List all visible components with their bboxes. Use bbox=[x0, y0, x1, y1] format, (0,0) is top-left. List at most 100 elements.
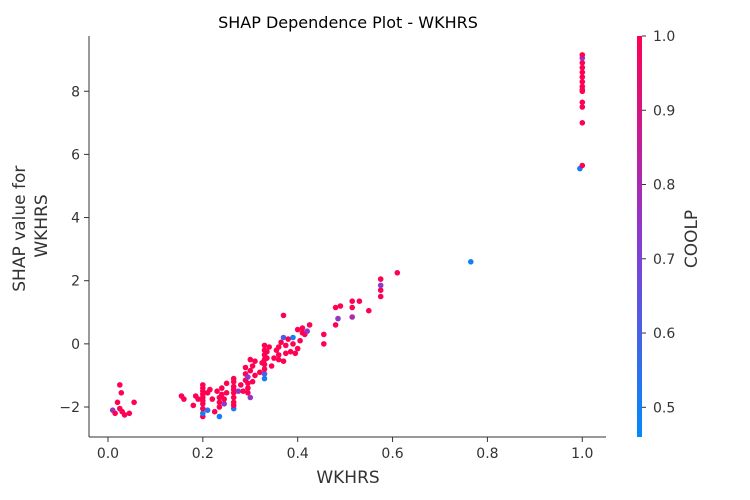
scatter-point bbox=[240, 388, 246, 395]
scatter-point bbox=[230, 399, 237, 406]
scatter-point bbox=[294, 326, 301, 333]
scatter-point bbox=[280, 334, 287, 341]
scatter-point bbox=[121, 412, 128, 418]
scatter-point bbox=[579, 104, 586, 110]
scatter-point bbox=[214, 388, 220, 395]
scatter-point bbox=[304, 328, 311, 335]
y-axis-title-line-2: WKHRS bbox=[32, 194, 52, 257]
scatter-point bbox=[261, 342, 268, 349]
scatter-point bbox=[349, 298, 356, 305]
scatter-point bbox=[275, 352, 282, 358]
scatter-point bbox=[247, 394, 254, 401]
scatter-point bbox=[394, 270, 401, 276]
y-axis-ticks: −2 0 2 4 6 8 bbox=[59, 84, 89, 416]
scatter-point bbox=[245, 385, 251, 391]
x-tick-label: 1.0 bbox=[571, 446, 593, 462]
scatter-point bbox=[579, 120, 586, 126]
x-tick-label: 0.0 bbox=[97, 446, 119, 462]
colorbar-ticks: 0.5 0.6 0.7 0.8 0.9 1.0 bbox=[642, 29, 675, 416]
scatter-point bbox=[275, 344, 282, 350]
scatter-point bbox=[377, 287, 384, 294]
y-tick-label: 2 bbox=[71, 274, 80, 290]
scatter-point bbox=[283, 342, 289, 349]
scatter-point bbox=[261, 375, 268, 382]
y-tick-label: 6 bbox=[71, 147, 80, 163]
scatter-point bbox=[579, 60, 586, 66]
scatter-point bbox=[287, 348, 294, 355]
scatter-point bbox=[247, 367, 254, 374]
scatter-point bbox=[280, 312, 287, 319]
scatter-point bbox=[257, 369, 263, 376]
scatter-point bbox=[349, 314, 356, 320]
scatter-point bbox=[321, 331, 327, 338]
scatter-point bbox=[242, 364, 249, 371]
scatter-point bbox=[118, 390, 125, 396]
scatter-point bbox=[190, 402, 197, 409]
scatter-point bbox=[249, 378, 256, 385]
scatter-point bbox=[271, 355, 277, 361]
scatter-point bbox=[219, 385, 225, 391]
scatter-point bbox=[245, 380, 251, 387]
scatter-point bbox=[219, 391, 225, 398]
scatter-point bbox=[200, 382, 206, 388]
scatter-point bbox=[252, 358, 258, 365]
scatter-point bbox=[261, 371, 268, 377]
scatter-point bbox=[294, 345, 301, 352]
scatter-point bbox=[290, 334, 296, 341]
scatter-point bbox=[579, 99, 586, 106]
scatter-point bbox=[377, 282, 384, 289]
colorbar-tick-label: 0.7 bbox=[653, 252, 675, 268]
scatter-point bbox=[261, 366, 268, 372]
scatter-point bbox=[280, 358, 287, 365]
colorbar-tick-label: 1.0 bbox=[653, 29, 675, 45]
scatter-point bbox=[579, 74, 586, 80]
colorbar-tick-label: 0.9 bbox=[653, 103, 675, 119]
scatter-point bbox=[579, 69, 586, 76]
scatter-point bbox=[200, 405, 206, 412]
colorbar-tick-label: 0.8 bbox=[653, 178, 675, 194]
x-tick-label: 0.4 bbox=[287, 446, 309, 462]
scatter-point bbox=[332, 304, 339, 311]
scatter-point bbox=[238, 382, 244, 388]
scatter-point bbox=[297, 337, 303, 344]
scatter-point bbox=[131, 399, 137, 406]
scatter-point bbox=[209, 396, 216, 402]
scatter-point bbox=[377, 293, 384, 300]
scatter-point bbox=[366, 307, 372, 314]
scatter-point bbox=[114, 399, 121, 406]
scatter-point bbox=[290, 341, 296, 347]
scatter-point bbox=[579, 86, 586, 93]
scatter-point bbox=[195, 396, 201, 402]
scatter-point bbox=[112, 410, 118, 417]
colorbar-tick-label: 0.6 bbox=[653, 326, 675, 342]
scatter-point bbox=[468, 259, 474, 265]
y-tick-label: 4 bbox=[71, 211, 80, 227]
scatter-point bbox=[356, 298, 363, 305]
colorbar-tick-label: 0.5 bbox=[653, 400, 675, 416]
y-tick-label: −2 bbox=[59, 400, 80, 416]
x-tick-label: 0.8 bbox=[476, 446, 498, 462]
scatter-point bbox=[306, 322, 313, 328]
scatter-point bbox=[207, 386, 213, 393]
scatter-point bbox=[216, 413, 223, 420]
scatter-point bbox=[321, 341, 327, 347]
scatter-point bbox=[283, 350, 289, 357]
scatter-point bbox=[264, 348, 270, 355]
x-tick-label: 0.6 bbox=[381, 446, 403, 462]
y-axis-title: SHAP value for WKHRS bbox=[10, 160, 52, 291]
scatter-point bbox=[377, 276, 384, 282]
scatter-point bbox=[235, 388, 242, 395]
scatter-point bbox=[230, 375, 237, 382]
scatter-point bbox=[292, 350, 299, 357]
scatter-point bbox=[249, 363, 256, 369]
scatter-point bbox=[337, 303, 344, 309]
scatter-point bbox=[252, 372, 258, 379]
scatter-point bbox=[261, 361, 268, 368]
scatter-point bbox=[579, 52, 586, 58]
scatter-point bbox=[221, 396, 227, 402]
scatter-point bbox=[579, 79, 586, 85]
chart-title: SHAP Dependence Plot - WKHRS bbox=[218, 13, 478, 32]
scatter-point bbox=[285, 336, 292, 342]
scatter-point bbox=[579, 64, 586, 71]
